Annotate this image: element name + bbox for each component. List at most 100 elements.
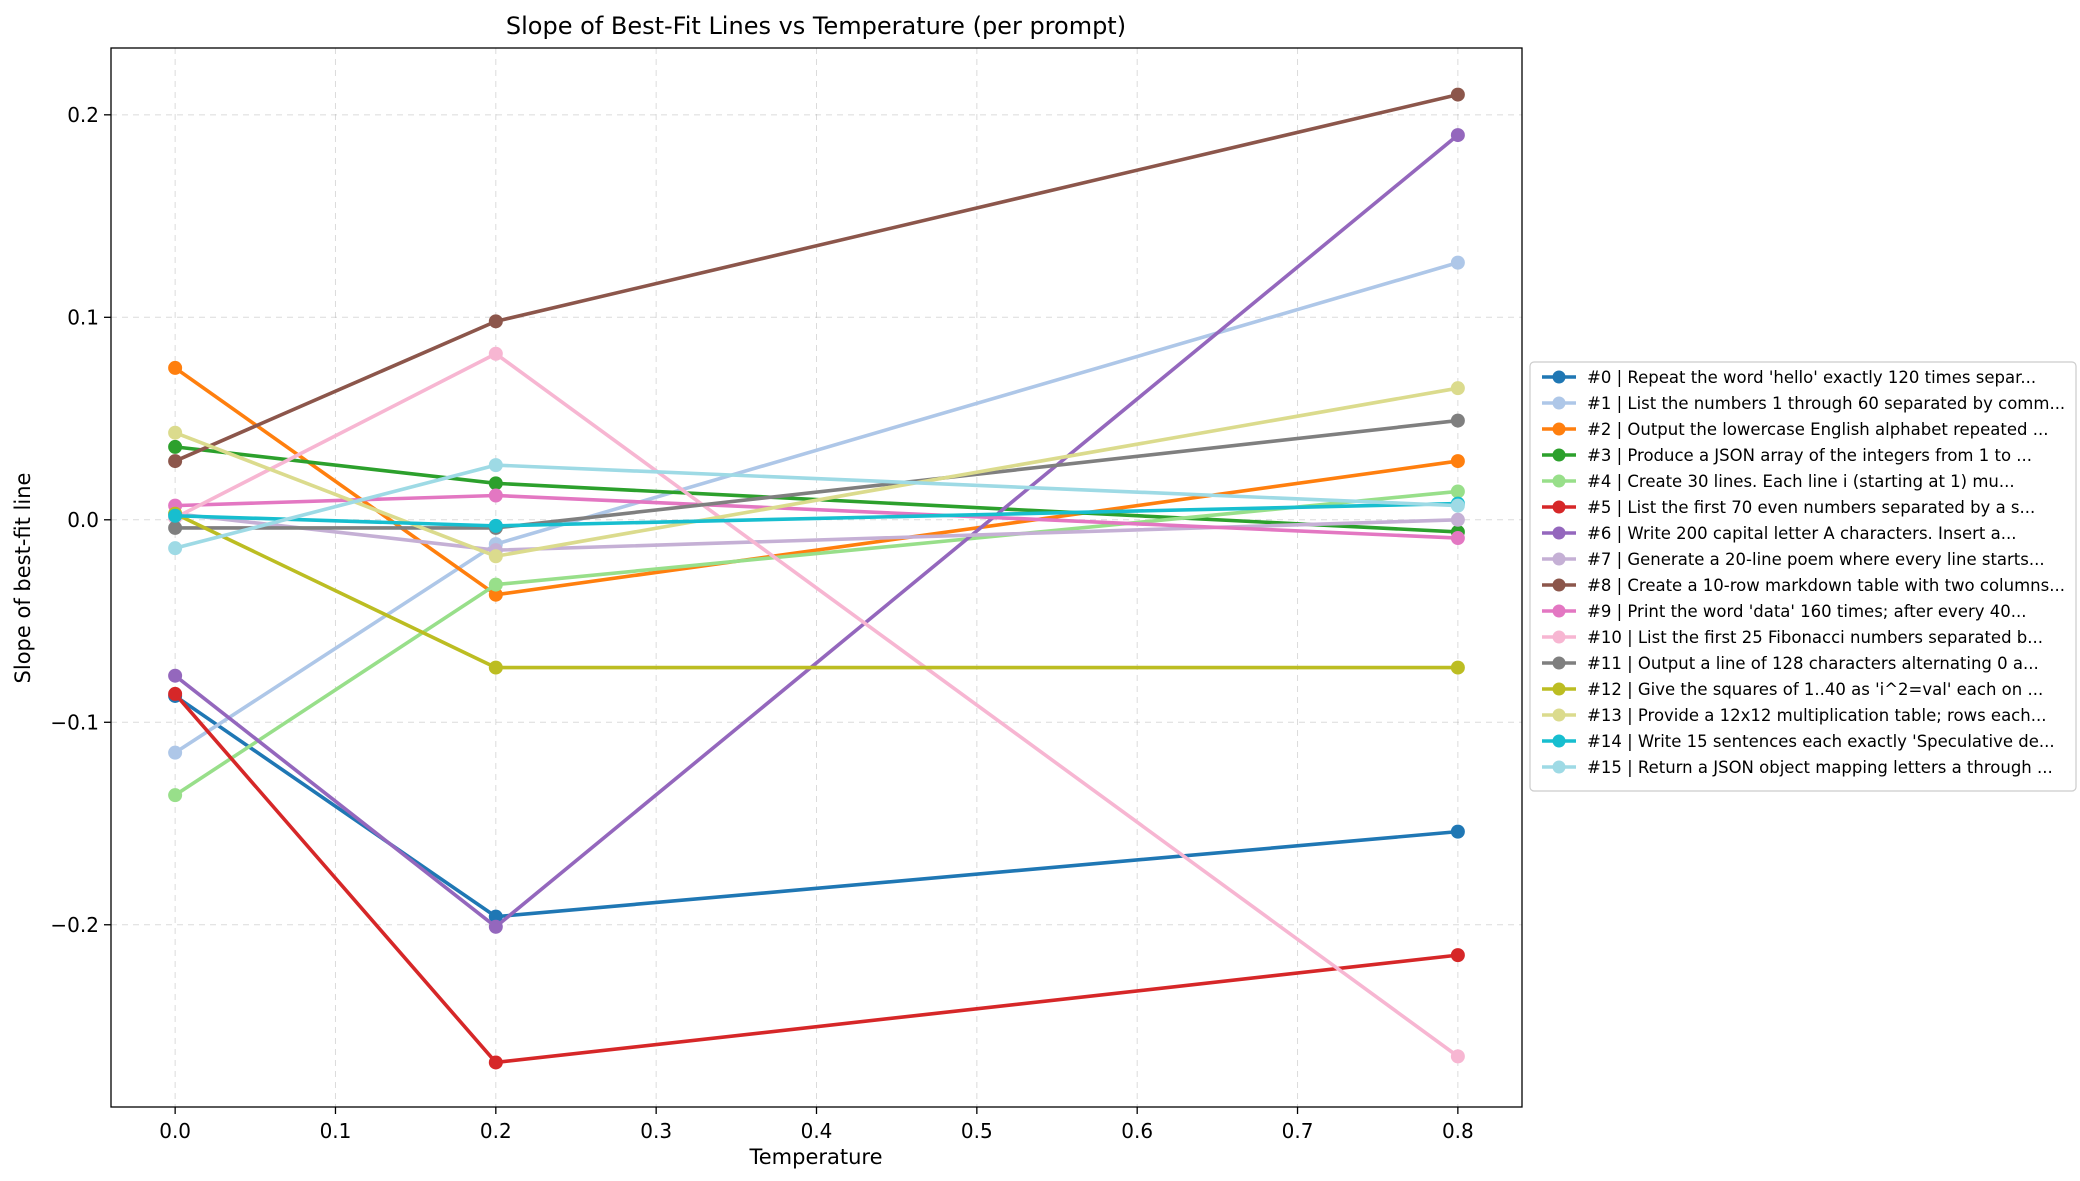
- y-tick-label: −0.1: [50, 710, 99, 734]
- series-2: [168, 360, 1465, 602]
- x-axis: 0.0 0.1 0.2 0.3 0.4 0.5 0.6 0.7 0.8: [159, 1107, 1474, 1143]
- legend: #0 | Repeat the word 'hello' exactly 120…: [1529, 361, 2077, 792]
- x-tick-label: 0.6: [1121, 1119, 1153, 1143]
- x-tick-label: 0.4: [801, 1119, 833, 1143]
- series-8: [168, 87, 1465, 469]
- series-6: [168, 128, 1465, 934]
- legend-label: #12 | Give the squares of 1..40 as 'i^2=…: [1587, 680, 2043, 699]
- legend-entry: #9 | Print the word 'data' 160 times; af…: [1542, 602, 2026, 621]
- data-point: [1450, 531, 1465, 546]
- legend-label: #3 | Produce a JSON array of the integer…: [1587, 446, 2032, 465]
- legend-marker: [1552, 682, 1566, 696]
- legend-entry: #0 | Repeat the word 'hello' exactly 120…: [1542, 368, 2036, 387]
- data-point: [168, 541, 183, 556]
- data-point: [488, 549, 503, 564]
- data-point: [168, 439, 183, 454]
- data-point: [488, 476, 503, 491]
- legend-entry: #1 | List the numbers 1 through 60 separ…: [1542, 394, 2065, 413]
- data-point: [488, 1055, 503, 1070]
- data-point: [168, 454, 183, 469]
- data-point: [1450, 413, 1465, 428]
- legend-entry: #12 | Give the squares of 1..40 as 'i^2=…: [1542, 680, 2043, 699]
- legend-label: #6 | Write 200 capital letter A characte…: [1587, 524, 2016, 543]
- legend-label: #15 | Return a JSON object mapping lette…: [1587, 758, 2053, 777]
- legend-entry: #2 | Output the lowercase English alphab…: [1542, 420, 2048, 439]
- data-point: [488, 346, 503, 361]
- legend-entry: #8 | Create a 10-row markdown table with…: [1542, 576, 2065, 595]
- data-point: [168, 508, 183, 523]
- legend-entry: #14 | Write 15 sentences each exactly 'S…: [1542, 732, 2055, 751]
- series-13: [168, 381, 1465, 564]
- series-line: [173, 694, 1460, 919]
- series-5: [168, 686, 1465, 1070]
- legend-label: #0 | Repeat the word 'hello' exactly 120…: [1587, 368, 2036, 387]
- y-tick-label: 0.0: [67, 508, 99, 532]
- data-point: [488, 458, 503, 473]
- series-15: [168, 458, 1465, 556]
- y-tick-label: −0.2: [50, 913, 99, 937]
- y-tick-label: 0.2: [67, 103, 99, 127]
- legend-marker: [1552, 370, 1566, 384]
- legend-label: #4 | Create 30 lines. Each line i (start…: [1587, 472, 2015, 491]
- legend-entry: #6 | Write 200 capital letter A characte…: [1542, 524, 2016, 543]
- x-axis-title: Temperature: [748, 1145, 882, 1169]
- legend-marker: [1552, 656, 1566, 670]
- data-point: [1450, 454, 1465, 469]
- legend-frame: [1529, 361, 2077, 792]
- data-point: [488, 314, 503, 329]
- legend-label: #5 | List the first 70 even numbers sepa…: [1587, 498, 2035, 517]
- legend-marker: [1552, 552, 1566, 566]
- legend-marker: [1552, 630, 1566, 644]
- x-tick-label: 0.3: [640, 1119, 672, 1143]
- legend-marker: [1552, 578, 1566, 592]
- legend-marker: [1552, 734, 1566, 748]
- legend-marker: [1552, 500, 1566, 514]
- data-point: [1450, 381, 1465, 396]
- legend-label: #9 | Print the word 'data' 160 times; af…: [1587, 602, 2026, 621]
- data-point: [1450, 128, 1465, 143]
- legend-entry: #15 | Return a JSON object mapping lette…: [1542, 758, 2053, 777]
- data-point: [1450, 512, 1465, 527]
- legend-label: #7 | Generate a 20-line poem where every…: [1587, 550, 2045, 569]
- data-point: [488, 488, 503, 503]
- data-point: [1450, 824, 1465, 839]
- data-point: [168, 745, 183, 760]
- legend-entry: #7 | Generate a 20-line poem where every…: [1542, 550, 2045, 569]
- grid: [111, 48, 1522, 1107]
- legend-marker: [1552, 448, 1566, 462]
- data-point: [168, 668, 183, 683]
- legend-marker: [1552, 708, 1566, 722]
- data-point: [1450, 87, 1465, 102]
- legend-marker: [1552, 396, 1566, 410]
- data-point: [488, 660, 503, 675]
- data-point: [488, 909, 503, 924]
- legend-entry: #4 | Create 30 lines. Each line i (start…: [1542, 472, 2015, 491]
- legend-marker: [1552, 526, 1566, 540]
- y-axis-title: Slope of best-fit line: [11, 473, 35, 684]
- x-tick-label: 0.8: [1442, 1119, 1474, 1143]
- legend-label: #14 | Write 15 sentences each exactly 'S…: [1587, 732, 2055, 751]
- data-point: [1450, 660, 1465, 675]
- legend-label: #10 | List the first 25 Fibonacci number…: [1587, 628, 2043, 647]
- data-point: [1450, 498, 1465, 513]
- legend-label: #11 | Output a line of 128 characters al…: [1587, 654, 2039, 673]
- legend-entry: #11 | Output a line of 128 characters al…: [1542, 654, 2039, 673]
- data-point: [168, 425, 183, 440]
- legend-label: #13 | Provide a 12x12 multiplication tab…: [1587, 706, 2046, 725]
- data-point: [488, 587, 503, 602]
- legend-label: #1 | List the numbers 1 through 60 separ…: [1587, 394, 2065, 413]
- legend-marker: [1552, 760, 1566, 774]
- legend-marker: [1552, 422, 1566, 436]
- data-point: [168, 686, 183, 701]
- data-point: [488, 577, 503, 592]
- y-axis: −0.2 −0.1 0.0 0.1 0.2: [50, 103, 111, 937]
- data-point: [488, 919, 503, 934]
- y-tick-label: 0.1: [67, 305, 99, 329]
- legend-marker: [1552, 604, 1566, 618]
- data-point: [168, 360, 183, 375]
- data-point: [1450, 484, 1465, 499]
- legend-label: #8 | Create a 10-row markdown table with…: [1587, 576, 2065, 595]
- series-layer: [168, 87, 1465, 1070]
- x-tick-label: 0.5: [961, 1119, 993, 1143]
